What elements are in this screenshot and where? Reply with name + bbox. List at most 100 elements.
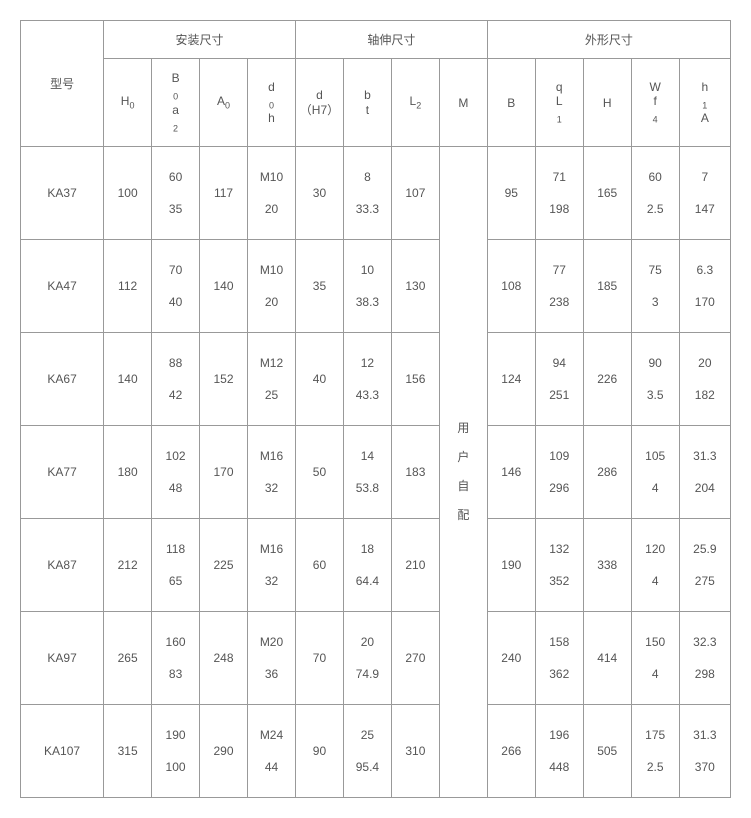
cell-b0-a2: 190100	[152, 705, 200, 798]
cell-h0: 112	[104, 240, 152, 333]
cell-a0: 290	[200, 705, 248, 798]
cell-w-f4: 1752.5	[631, 705, 679, 798]
cell-d0-h: M2444	[248, 705, 296, 798]
cell-d: 70	[295, 612, 343, 705]
cell-hh: 286	[583, 426, 631, 519]
cell-hh: 185	[583, 240, 631, 333]
cell-hh: 414	[583, 612, 631, 705]
cell-h1-a: 31.3370	[679, 705, 730, 798]
cell-model: KA67	[21, 333, 104, 426]
cell-d: 40	[295, 333, 343, 426]
cell-bb: 190	[487, 519, 535, 612]
cell-a0: 225	[200, 519, 248, 612]
cell-d0-h: M1225	[248, 333, 296, 426]
col-b0-a2: B0 a2	[152, 59, 200, 147]
cell-h1-a: 6.3170	[679, 240, 730, 333]
cell-model: KA107	[21, 705, 104, 798]
col-model: 型号	[21, 21, 104, 147]
col-d: d （H7）	[295, 59, 343, 147]
cell-b-t: 2595.4	[343, 705, 391, 798]
col-bb: B	[487, 59, 535, 147]
cell-model: KA77	[21, 426, 104, 519]
cell-model: KA97	[21, 612, 104, 705]
cell-h1-a: 20182	[679, 333, 730, 426]
cell-b-t: 1453.8	[343, 426, 391, 519]
cell-d: 50	[295, 426, 343, 519]
table-header: 型号 安装尺寸 轴伸尺寸 外形尺寸 H0 B0 a2 A0 d0 h	[21, 21, 731, 147]
cell-l2: 107	[391, 147, 439, 240]
cell-hh: 338	[583, 519, 631, 612]
cell-b-t: 833.3	[343, 147, 391, 240]
col-h1-a: h1 A	[679, 59, 730, 147]
colgroup-install: 安装尺寸	[104, 21, 296, 59]
cell-q-l1: 132352	[535, 519, 583, 612]
cell-bb: 146	[487, 426, 535, 519]
cell-w-f4: 903.5	[631, 333, 679, 426]
cell-d: 35	[295, 240, 343, 333]
cell-hh: 226	[583, 333, 631, 426]
colgroup-shaft: 轴伸尺寸	[295, 21, 487, 59]
table-row: KA671408842152M1225401243.31561249425122…	[21, 333, 731, 426]
col-m: M	[439, 59, 487, 147]
table-row: KA471127040140M1020351038.31301087723818…	[21, 240, 731, 333]
cell-d0-h: M1020	[248, 147, 296, 240]
cell-d0-h: M2036	[248, 612, 296, 705]
cell-h0: 180	[104, 426, 152, 519]
table-row: KA8721211865225M1632601864.4210190132352…	[21, 519, 731, 612]
cell-hh: 165	[583, 147, 631, 240]
cell-l2: 183	[391, 426, 439, 519]
cell-l2: 210	[391, 519, 439, 612]
spec-table: 型号 安装尺寸 轴伸尺寸 外形尺寸 H0 B0 a2 A0 d0 h	[20, 20, 731, 798]
cell-q-l1: 71198	[535, 147, 583, 240]
cell-l2: 270	[391, 612, 439, 705]
cell-q-l1: 196448	[535, 705, 583, 798]
table-row: KA371006035117M102030833.3107用户自配9571198…	[21, 147, 731, 240]
cell-b0-a2: 6035	[152, 147, 200, 240]
col-q-l1: q L1	[535, 59, 583, 147]
cell-d0-h: M1632	[248, 426, 296, 519]
cell-a0: 152	[200, 333, 248, 426]
cell-bb: 124	[487, 333, 535, 426]
cell-b-t: 1864.4	[343, 519, 391, 612]
cell-h1-a: 25.9275	[679, 519, 730, 612]
cell-w-f4: 753	[631, 240, 679, 333]
col-hh: H	[583, 59, 631, 147]
cell-d: 90	[295, 705, 343, 798]
col-w-f4: W f4	[631, 59, 679, 147]
cell-w-f4: 1504	[631, 612, 679, 705]
cell-a0: 140	[200, 240, 248, 333]
cell-l2: 310	[391, 705, 439, 798]
col-h0: H0	[104, 59, 152, 147]
cell-h0: 315	[104, 705, 152, 798]
cell-w-f4: 1204	[631, 519, 679, 612]
cell-a0: 117	[200, 147, 248, 240]
cell-a0: 248	[200, 612, 248, 705]
cell-bb: 240	[487, 612, 535, 705]
cell-d0-h: M1632	[248, 519, 296, 612]
cell-b0-a2: 7040	[152, 240, 200, 333]
table-row: KA107315190100290M2444902595.43102661964…	[21, 705, 731, 798]
cell-q-l1: 94251	[535, 333, 583, 426]
cell-model: KA37	[21, 147, 104, 240]
cell-q-l1: 77238	[535, 240, 583, 333]
cell-q-l1: 109296	[535, 426, 583, 519]
cell-d0-h: M1020	[248, 240, 296, 333]
cell-bb: 108	[487, 240, 535, 333]
cell-l2: 156	[391, 333, 439, 426]
cell-d: 30	[295, 147, 343, 240]
cell-q-l1: 158362	[535, 612, 583, 705]
cell-d: 60	[295, 519, 343, 612]
cell-h1-a: 32.3298	[679, 612, 730, 705]
cell-b0-a2: 11865	[152, 519, 200, 612]
col-a0: A0	[200, 59, 248, 147]
cell-h0: 140	[104, 333, 152, 426]
cell-m-merged: 用户自配	[439, 147, 487, 798]
cell-a0: 170	[200, 426, 248, 519]
cell-h1-a: 7147	[679, 147, 730, 240]
cell-l2: 130	[391, 240, 439, 333]
table-row: KA9726516083248M2036702074.9270240158362…	[21, 612, 731, 705]
cell-b-t: 1243.3	[343, 333, 391, 426]
col-b-t: b t	[343, 59, 391, 147]
cell-hh: 505	[583, 705, 631, 798]
col-l2: L2	[391, 59, 439, 147]
